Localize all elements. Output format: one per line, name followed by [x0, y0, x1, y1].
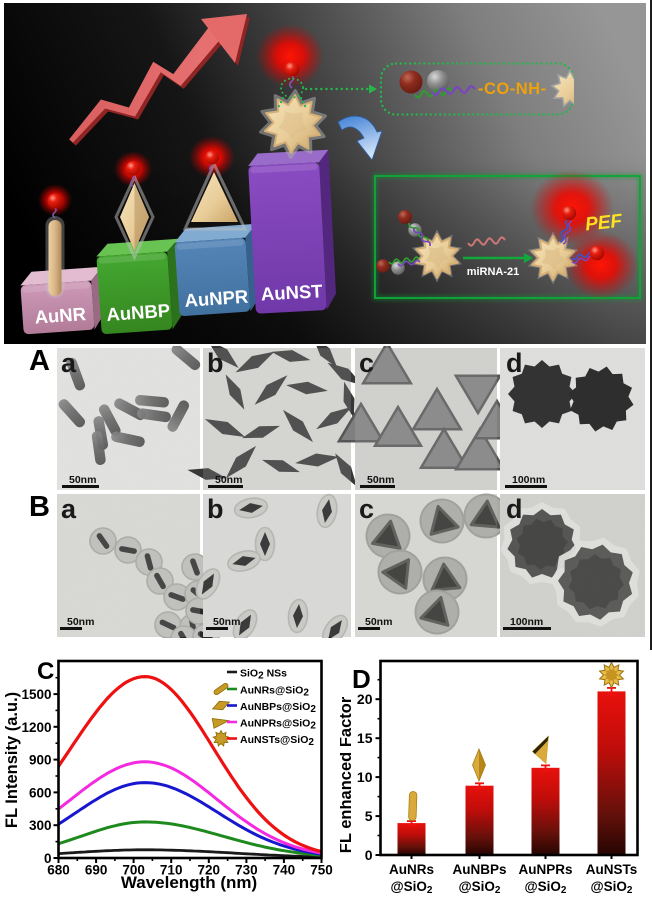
svg-text:AuNPR: AuNPR	[184, 286, 249, 311]
svg-text:100nm: 100nm	[510, 616, 543, 628]
svg-text:AuNSTs: AuNSTs	[586, 862, 638, 877]
svg-text:1200: 1200	[21, 720, 51, 735]
svg-text:690: 690	[85, 863, 108, 878]
svg-text:15: 15	[357, 730, 373, 746]
svg-text:750: 750	[310, 863, 333, 878]
svg-text:AuNPRs: AuNPRs	[518, 862, 572, 877]
svg-text:B: B	[29, 491, 50, 523]
svg-text:C: C	[37, 658, 54, 685]
svg-text:720: 720	[198, 863, 221, 878]
svg-text:b: b	[207, 348, 224, 378]
svg-text:0: 0	[365, 847, 373, 863]
svg-text:@SiO2: @SiO2	[391, 879, 433, 896]
svg-text:0: 0	[44, 851, 52, 866]
svg-text:SiO2 NSs: SiO2 NSs	[240, 668, 287, 682]
svg-text:710: 710	[160, 863, 183, 878]
svg-text:AuNBPs@SiO2: AuNBPs@SiO2	[240, 701, 316, 715]
svg-text:D: D	[352, 664, 371, 694]
svg-text:10: 10	[357, 769, 373, 785]
svg-text:a: a	[61, 494, 77, 524]
svg-text:20: 20	[357, 691, 373, 707]
svg-text:d: d	[506, 348, 523, 378]
svg-text:900: 900	[29, 753, 52, 768]
svg-text:AuNPRs@SiO2: AuNPRs@SiO2	[240, 718, 316, 732]
svg-text:300: 300	[29, 818, 52, 833]
svg-text:50nm: 50nm	[215, 474, 242, 486]
svg-text:c: c	[359, 494, 374, 524]
svg-text:c: c	[359, 348, 374, 378]
svg-text:50nm: 50nm	[365, 616, 392, 628]
svg-text:AuNRs: AuNRs	[389, 862, 434, 877]
svg-text:AuNRs@SiO2: AuNRs@SiO2	[240, 685, 309, 699]
svg-text:FL Intensity (a.u.): FL Intensity (a.u.)	[3, 692, 21, 828]
svg-text:5: 5	[365, 808, 373, 824]
svg-text:600: 600	[29, 785, 52, 800]
svg-text:@SiO2: @SiO2	[525, 879, 567, 896]
svg-text:680: 680	[47, 863, 70, 878]
svg-text:50nm: 50nm	[367, 474, 394, 486]
svg-text:730: 730	[235, 863, 258, 878]
svg-text:@SiO2: @SiO2	[591, 879, 633, 896]
svg-text:miRNA-21: miRNA-21	[467, 266, 520, 278]
svg-text:50nm: 50nm	[67, 616, 94, 628]
svg-text:PEF: PEF	[584, 211, 624, 236]
svg-text:d: d	[506, 494, 523, 524]
svg-text:1500: 1500	[21, 687, 51, 702]
svg-text:50nm: 50nm	[213, 616, 240, 628]
svg-text:@SiO2: @SiO2	[459, 879, 501, 896]
svg-text:a: a	[61, 348, 77, 378]
svg-text:740: 740	[273, 863, 296, 878]
svg-text:AuNBP: AuNBP	[106, 300, 171, 325]
svg-text:700: 700	[122, 863, 145, 878]
svg-text:Wavelength (nm): Wavelength (nm)	[121, 873, 257, 892]
svg-text:50nm: 50nm	[69, 474, 96, 486]
svg-text:AuNST: AuNST	[260, 280, 323, 304]
svg-text:AuNSTs@SiO2: AuNSTs@SiO2	[240, 734, 314, 748]
svg-text:AuNBPs: AuNBPs	[452, 862, 506, 877]
svg-text:FL enhanced Factor: FL enhanced Factor	[340, 696, 355, 853]
svg-text:b: b	[207, 494, 224, 524]
svg-text:AuNR: AuNR	[34, 303, 87, 328]
svg-text:100nm: 100nm	[512, 474, 545, 486]
svg-text:A: A	[29, 346, 50, 377]
svg-text:-CO-NH-: -CO-NH-	[478, 80, 547, 98]
